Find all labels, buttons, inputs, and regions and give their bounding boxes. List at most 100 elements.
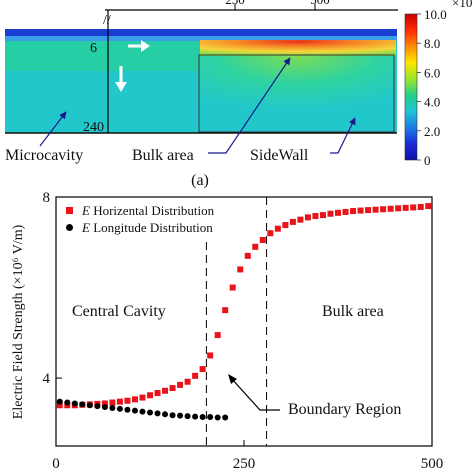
region-divider-lines	[205, 197, 268, 446]
point-horizontal-37	[335, 209, 341, 216]
point-horizontal-32	[297, 216, 304, 223]
region-label-bulk-area: Bulk area	[322, 303, 384, 320]
point-horizontal-35	[319, 212, 326, 219]
point-horizontal-24	[237, 266, 244, 273]
point-horizontal-29	[274, 225, 281, 232]
point-horizontal-12	[147, 392, 153, 399]
point-horizontal-11	[139, 394, 146, 401]
point-horizontal-8	[116, 398, 123, 405]
legend-marker-horizontal	[66, 207, 73, 214]
point-longitude-1	[64, 399, 71, 406]
point-longitude-22	[222, 414, 229, 421]
field-greenish-left	[5, 41, 200, 71]
colorbar-tick-label-4: 2.0	[424, 124, 440, 139]
point-horizontal-28	[267, 230, 274, 237]
point-longitude-20	[207, 414, 214, 421]
point-horizontal-16	[177, 381, 184, 388]
point-longitude-13	[154, 410, 161, 417]
microcavity-label: Microcavity	[5, 147, 83, 164]
point-horizontal-34	[312, 213, 319, 220]
point-longitude-5	[94, 403, 101, 410]
chart: 0 250 500 4 8 Electric Field Strength (×10⁶ …	[11, 190, 443, 472]
sidewall-label: SideWall	[250, 147, 309, 164]
x-tick-label-2: 500	[421, 456, 444, 472]
colorbar-tick-label-3: 4.0	[424, 95, 440, 110]
microcavity-arrow	[39, 111, 67, 147]
point-horizontal-6	[101, 400, 108, 407]
series-1	[56, 398, 229, 421]
point-horizontal-25	[244, 252, 251, 259]
y-tick-label-0: 4	[43, 371, 51, 387]
panel-a-label: (a)	[191, 172, 209, 189]
point-horizontal-38	[342, 208, 349, 215]
point-longitude-10	[131, 407, 138, 414]
point-longitude-6	[101, 404, 108, 411]
point-horizontal-39	[350, 208, 357, 215]
region-label-boundary: Boundary Region	[288, 401, 401, 418]
point-horizontal-20	[207, 352, 214, 359]
point-longitude-15	[169, 412, 176, 419]
point-horizontal-30	[282, 222, 289, 229]
point-horizontal-14	[162, 387, 169, 394]
point-horizontal-41	[365, 207, 372, 214]
x-tick-label-0: 0	[52, 456, 60, 472]
sidewall-box	[198, 54, 395, 133]
point-horizontal-33	[304, 214, 311, 221]
field-surface-band-light	[5, 36, 397, 41]
point-horizontal-36	[327, 210, 334, 217]
axis-break-mark: //	[103, 13, 111, 28]
arrow-right-icon	[128, 40, 150, 52]
legend-marker-longitude	[66, 224, 73, 231]
point-horizontal-49	[425, 203, 432, 210]
point-longitude-19	[199, 414, 206, 421]
point-horizontal-31	[289, 218, 296, 225]
point-horizontal-22	[222, 307, 229, 314]
colorbar: ×10 10.0 8.0 6.0 4.0 2.0 0	[404, 0, 472, 168]
legend: E Horizental Distribution E Longitude Di…	[66, 203, 215, 235]
series-0	[56, 203, 432, 409]
boundary-arrow	[230, 377, 280, 411]
point-horizontal-44	[387, 205, 394, 212]
colorbar-tick-label-5: 0	[424, 153, 431, 168]
point-longitude-7	[109, 404, 116, 411]
colorbar-tick-label-1: 8.0	[424, 36, 440, 51]
point-longitude-12	[147, 409, 153, 416]
point-horizontal-17	[184, 378, 191, 385]
y-tick-label-1: 8	[43, 190, 51, 206]
point-horizontal-45	[395, 205, 402, 212]
hot-spot	[200, 40, 396, 56]
point-horizontal-43	[380, 206, 387, 213]
colorbar-tick-label-0: 10.0	[424, 7, 447, 22]
colorbar-exponent: ×10	[452, 0, 472, 10]
sidewall-arrow	[330, 117, 356, 154]
depth-label-6: 6	[90, 41, 97, 56]
point-horizontal-27	[259, 237, 266, 244]
depth-label-240: 240	[83, 120, 104, 135]
legend-label-longitude: E Longitude Distribution	[81, 220, 213, 235]
point-longitude-8	[116, 405, 123, 412]
bulk-area-label: Bulk area	[132, 147, 194, 164]
legend-label-horizontal: E Horizental Distribution	[81, 203, 215, 218]
series-group	[56, 203, 432, 421]
point-longitude-16	[177, 412, 184, 419]
arrow-down-icon	[115, 66, 127, 92]
point-longitude-17	[184, 413, 191, 420]
y-axis-label: Electric Field Strength (×10⁶ V/m)	[11, 224, 26, 419]
point-longitude-11	[139, 408, 146, 415]
axis-ticks: 0 250 500 4 8	[43, 190, 444, 472]
point-horizontal-9	[124, 397, 131, 404]
point-horizontal-46	[402, 204, 409, 211]
point-longitude-21	[214, 414, 221, 421]
point-horizontal-7	[109, 399, 116, 406]
point-longitude-0	[56, 398, 63, 405]
point-horizontal-19	[199, 366, 206, 373]
field-surface-band	[5, 29, 397, 36]
point-horizontal-23	[229, 284, 236, 291]
colorbar-ticks: 10.0 8.0 6.0 4.0 2.0 0	[417, 7, 447, 168]
point-longitude-3	[79, 401, 86, 408]
top-axis-label-250: 250	[225, 0, 245, 7]
boundary-arrow-head	[228, 374, 237, 384]
point-horizontal-10	[131, 396, 138, 403]
point-longitude-9	[124, 406, 131, 413]
